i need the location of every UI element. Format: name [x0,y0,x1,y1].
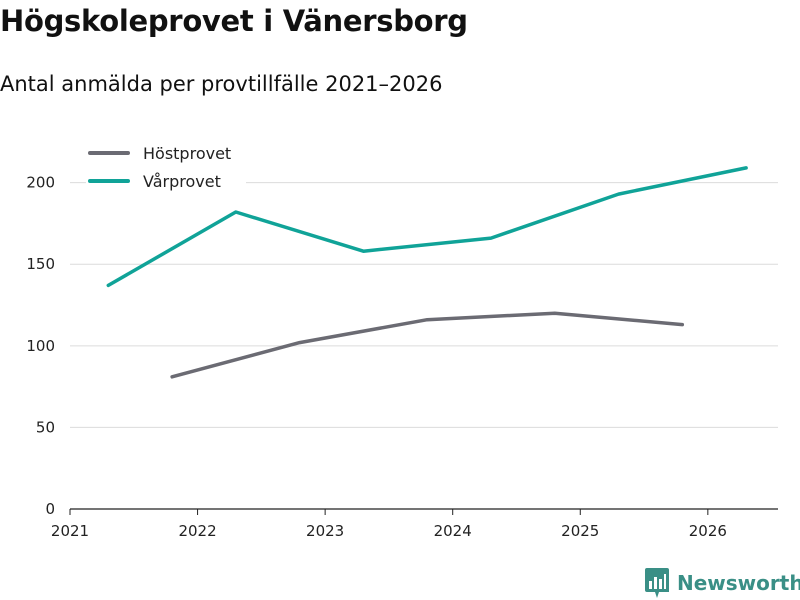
legend-label: Höstprovet [143,144,231,163]
x-tick-label: 2022 [178,522,216,540]
y-tick-label: 100 [26,337,55,355]
legend-label: Vårprovet [143,172,221,191]
chart-title: Högskoleprovet i Vänersborg [0,4,468,38]
x-tick-label: 2026 [689,522,727,540]
y-tick-label: 200 [26,174,55,192]
y-tick-label: 50 [36,418,55,436]
x-tick-label: 2025 [561,522,599,540]
brand-name: Newsworthy [677,571,800,595]
brand-logo: Newsworthy [645,568,800,598]
y-tick-label: 150 [26,255,55,273]
newsworthy-logo-icon [645,568,669,598]
series-line-varprovet [106,166,748,288]
series-line-hostprovet [170,311,685,379]
x-tick-label: 2024 [434,522,472,540]
y-tick-label: 0 [45,500,55,518]
x-tick-label: 2023 [306,522,344,540]
chart-subtitle: Antal anmälda per provtillfälle 2021–202… [0,72,443,96]
x-tick-label: 2021 [51,522,89,540]
